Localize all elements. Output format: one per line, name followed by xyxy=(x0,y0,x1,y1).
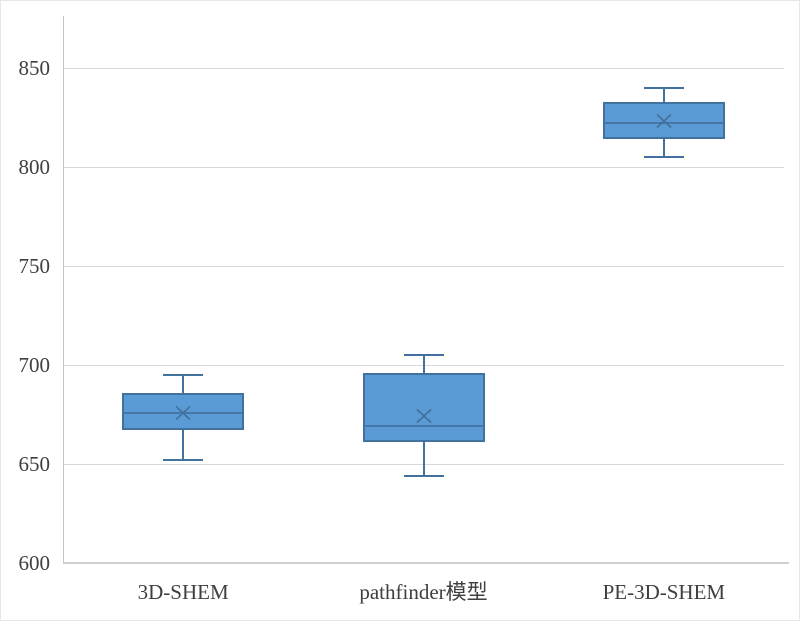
upper-whisker-cap xyxy=(403,354,444,357)
mean-marker xyxy=(415,408,433,424)
x-category-label: pathfinder模型 xyxy=(359,580,488,604)
mean-marker xyxy=(655,113,673,129)
upper-whisker xyxy=(422,355,425,373)
mean-marker xyxy=(174,405,192,421)
lower-whisker-cap xyxy=(643,156,684,159)
y-tick-label: 600 xyxy=(18,551,51,575)
lower-whisker-cap xyxy=(163,459,204,462)
upper-whisker xyxy=(662,87,665,102)
lower-whisker xyxy=(662,139,665,158)
y-axis-line xyxy=(63,16,64,563)
gridline-750 xyxy=(63,266,784,267)
lower-whisker xyxy=(422,442,425,476)
box xyxy=(362,372,485,443)
upper-whisker xyxy=(182,374,185,393)
median-line xyxy=(604,122,723,125)
upper-whisker-cap xyxy=(163,373,204,376)
y-tick-label: 800 xyxy=(18,155,51,179)
lower-whisker xyxy=(182,430,185,461)
gridline-800 xyxy=(63,167,784,168)
gridline-850 xyxy=(63,68,784,69)
y-tick-label: 750 xyxy=(18,254,51,278)
lower-whisker-cap xyxy=(403,474,444,477)
median-line xyxy=(364,425,483,428)
x-category-label: PE-3D-SHEM xyxy=(602,580,726,604)
y-tick-label: 650 xyxy=(18,452,51,476)
x-category-label: 3D-SHEM xyxy=(137,580,229,604)
x-axis-line xyxy=(63,562,789,564)
y-tick-label: 700 xyxy=(18,353,51,377)
upper-whisker-cap xyxy=(643,86,684,89)
y-tick-label: 850 xyxy=(18,56,51,80)
